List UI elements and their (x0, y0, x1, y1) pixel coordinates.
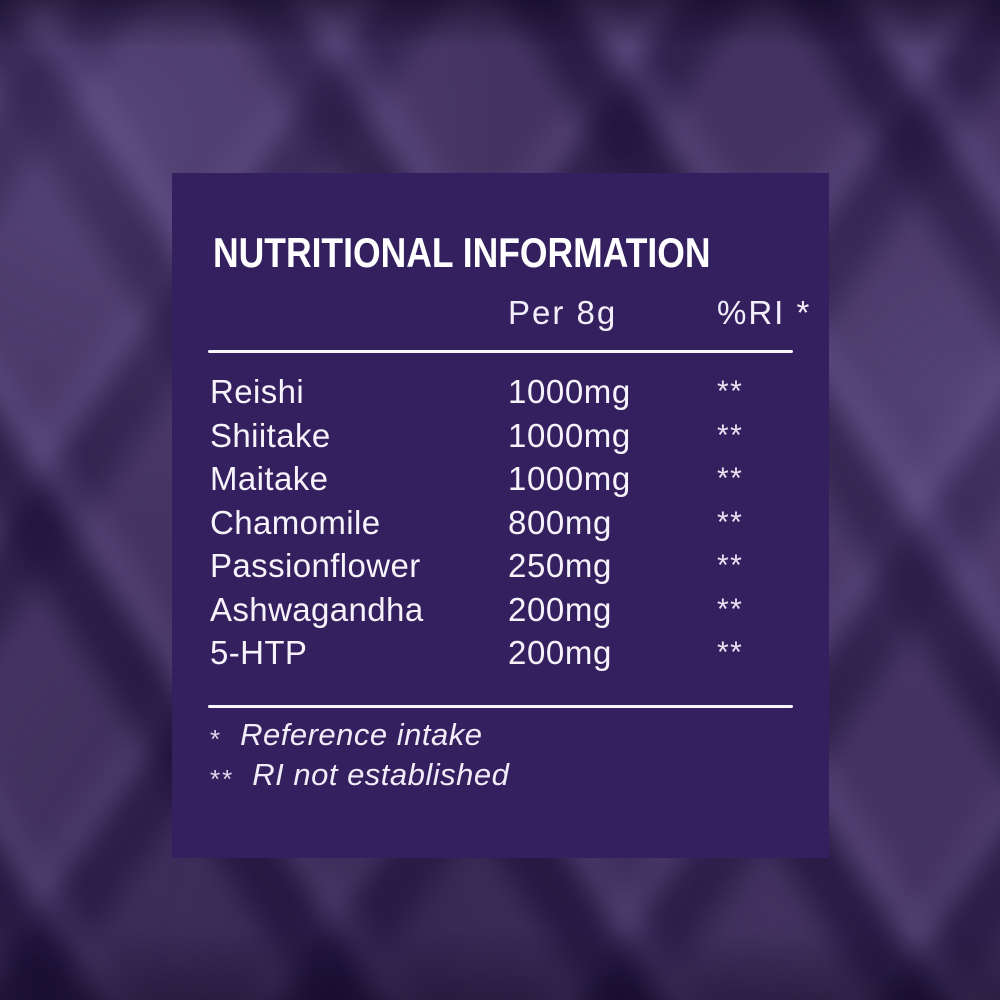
ingredient-name: Maitake (210, 460, 329, 497)
table-row: 5-HTP 200mg ** (210, 631, 795, 675)
table-row: Shiitake 1000mg ** (210, 414, 795, 458)
footnote-text: RI not established (252, 757, 510, 792)
ingredient-name: Chamomile (210, 503, 381, 541)
ingredient-name: Reishi (210, 373, 305, 410)
asterisk-symbol: ** (210, 764, 235, 794)
table-row: Ashwagandha 200mg ** (210, 588, 795, 632)
ingredient-amount: 1000mg (508, 416, 631, 454)
header-divider (208, 350, 793, 353)
ingredient-name: Ashwagandha (210, 590, 424, 628)
footnote: * Reference intake (210, 715, 795, 755)
table-row: Chamomile 800mg ** (210, 501, 795, 545)
table-row: Maitake 1000mg ** (210, 457, 795, 501)
ingredient-ri: ** (717, 375, 744, 408)
ingredient-ri: ** (717, 462, 744, 495)
ingredient-ri: ** (717, 418, 744, 452)
footnote-text: Reference intake (240, 717, 483, 752)
panel-title: NUTRITIONAL INFORMATION (213, 229, 711, 276)
footnote: ** RI not established (210, 755, 795, 795)
ingredient-amount: 1000mg (508, 460, 631, 497)
column-header-ri: %RI * (717, 294, 812, 331)
ingredient-name: 5-HTP (210, 634, 308, 671)
nutrition-panel: NUTRITIONAL INFORMATION Per 8g %RI * Rei… (172, 173, 829, 858)
column-header-per-8g: Per 8g (508, 294, 618, 331)
footnotes: * Reference intake ** RI not established (210, 715, 795, 795)
ingredient-name: Passionflower (210, 547, 421, 584)
ingredient-ri: ** (717, 636, 744, 669)
ingredient-ri: ** (717, 549, 744, 582)
ingredient-ri: ** (717, 592, 744, 626)
ingredient-amount: 250mg (508, 547, 612, 584)
ingredient-amount: 200mg (508, 590, 612, 628)
ingredient-amount: 800mg (508, 503, 612, 541)
footer-divider (208, 705, 793, 708)
ingredient-amount: 200mg (508, 634, 612, 671)
ingredient-amount: 1000mg (508, 373, 631, 410)
ingredient-name: Shiitake (210, 416, 331, 454)
table-row: Passionflower 250mg ** (210, 544, 795, 588)
ingredient-ri: ** (717, 505, 744, 539)
table-row: Reishi 1000mg ** (210, 370, 795, 414)
ingredient-table: Reishi 1000mg ** Shiitake 1000mg ** Mait… (210, 370, 795, 675)
asterisk-symbol: * (210, 724, 223, 754)
